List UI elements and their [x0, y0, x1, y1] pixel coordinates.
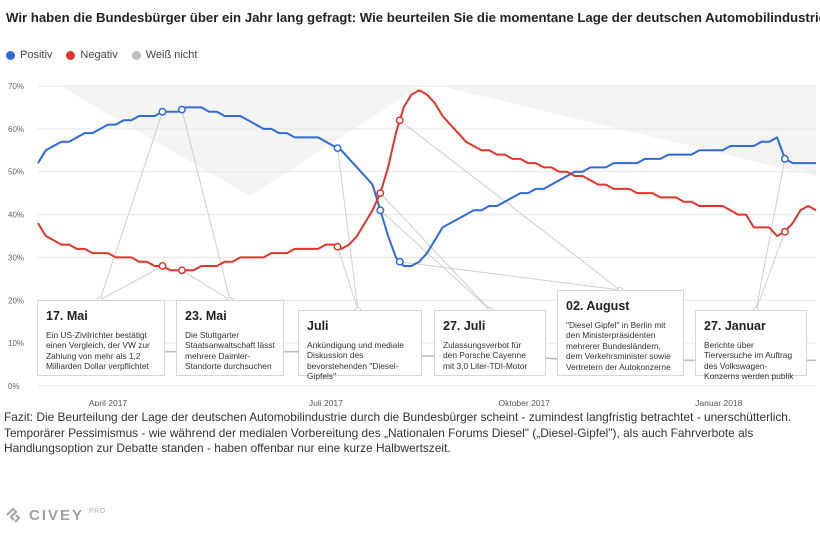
annotation-card-27-januar[interactable]: 27. Januar Berichte über Tierversuche im… — [695, 310, 807, 381]
civey-logo[interactable]: CIVEY PRO — [4, 506, 106, 524]
connector-line — [755, 231, 786, 311]
legend-label-positiv: Positiv — [20, 49, 53, 61]
series-line-weinicht — [38, 350, 816, 362]
axis-labels: 0% 10% 20% 30% 40% 50% 60% 70% April 2017 Juli 20… — [8, 82, 743, 406]
x-tick-label: April 2017 — [89, 398, 128, 406]
y-tick-label: 20% — [8, 296, 24, 305]
line-chart: 0% 10% 20% 30% 40% 50% 60% 70% April 2017 Juli 20… — [8, 82, 817, 406]
civey-logo-icon — [6, 507, 21, 523]
y-tick-label: 10% — [8, 339, 24, 348]
connector-line — [755, 158, 786, 311]
y-tick-label: 60% — [8, 125, 24, 134]
legend-item-positiv[interactable]: Positiv — [6, 49, 52, 61]
connector-line — [337, 148, 359, 311]
connector-line — [379, 192, 491, 311]
x-tick-label: Oktober 2017 — [498, 398, 550, 406]
annotation-connectors — [99, 109, 786, 311]
annotation-marker-negativ — [780, 227, 789, 236]
chart-title: Wir haben die Bundesbürger über ein Jahr… — [6, 10, 820, 25]
series-line-negativ — [37, 89, 817, 272]
annotation-date: Juli — [307, 319, 329, 333]
annotation-text: Die Stuttgarter Staatsanwaltschaft lässt… — [185, 330, 275, 372]
annotation-card-23-mai[interactable]: 23. Mai Die Stuttgarter Staatsanwaltscha… — [176, 300, 284, 376]
legend-item-negativ[interactable]: Negativ — [66, 49, 118, 61]
series-line-positiv — [37, 106, 816, 267]
annotation-text: Zulassungsverbot für den Porsche Cayenne… — [443, 340, 528, 371]
annotation-marker-positiv — [395, 257, 404, 266]
annotation-marker-negativ — [177, 266, 186, 275]
annotation-marker-negativ — [395, 116, 404, 125]
y-tick-label: 0% — [8, 382, 20, 391]
legend-dot-weiss-nicht — [131, 50, 141, 60]
connector-line — [181, 269, 231, 301]
annotation-text: Ankündigung und mediale Diskussion des b… — [307, 340, 404, 382]
background-wedge — [60, 86, 420, 196]
legend-item-weiss-nicht[interactable]: Weiß nicht — [131, 49, 198, 61]
annotation-date: 23. Mai — [185, 309, 227, 323]
y-tick-label: 70% — [8, 82, 24, 91]
conclusion-text: Fazit: Die Beurteilung der Lage der deut… — [4, 410, 792, 456]
connector-line — [399, 261, 621, 291]
annotation-date: 17. Mai — [46, 309, 88, 323]
x-tick-label: Januar 2018 — [695, 398, 743, 406]
x-tick-label: Juli 2017 — [309, 398, 343, 406]
connector-line — [181, 109, 231, 301]
annotation-text: Berichte über Tierversuche im Auftrag de… — [704, 340, 794, 382]
connector-line — [399, 119, 621, 291]
annotation-marker-positiv — [333, 144, 342, 153]
legend-label-negativ: Negativ — [80, 49, 118, 61]
annotation-text: Ein US-Zivilrichter bestätigt einen Verg… — [46, 330, 150, 372]
annotation-card-27-juli[interactable]: 27. Juli Zulassungsverbot für den Porsch… — [434, 310, 546, 376]
connector-line — [337, 246, 359, 311]
annotation-text: "Diesel Gipfel" in Berlin mit den Minist… — [566, 320, 671, 372]
legend-dot-positiv — [6, 50, 15, 60]
annotation-card-02-august[interactable]: 02. August "Diesel Gipfel" in Berlin mit… — [557, 290, 684, 376]
civey-logo-text: CIVEY — [29, 506, 85, 524]
y-tick-label: 50% — [8, 168, 24, 177]
connector-line — [99, 265, 163, 301]
annotation-card-juli[interactable]: Juli Ankündigung und mediale Diskussion … — [298, 310, 422, 381]
legend-dot-negativ — [66, 50, 76, 60]
background-wedge — [440, 86, 816, 176]
annotation-marker-positiv — [158, 107, 167, 116]
series-lines — [37, 89, 817, 362]
annotation-date: 27. Juli — [443, 319, 486, 333]
y-tick-label: 30% — [8, 253, 24, 262]
annotation-marker-negativ — [376, 189, 385, 198]
civey-logo-pro-badge: PRO — [89, 507, 106, 515]
annotation-marker-negativ — [333, 242, 342, 251]
gridlines — [38, 85, 816, 387]
annotation-date: 02. August — [566, 299, 630, 313]
annotation-marker-positiv — [376, 206, 385, 215]
connector-line — [379, 209, 491, 311]
y-tick-label: 40% — [8, 211, 24, 220]
annotation-marker-negativ — [158, 262, 167, 270]
annotation-card-17-mai[interactable]: 17. Mai Ein US-Zivilrichter bestätigt ei… — [37, 300, 165, 376]
chart-background — [60, 86, 816, 196]
legend-label-weiss-nicht: Weiß nicht — [145, 49, 198, 61]
connector-line — [99, 111, 163, 301]
annotation-markers — [96, 105, 789, 314]
annotation-marker-positiv — [177, 105, 186, 114]
legend: Positiv Negativ Weiß nicht — [6, 49, 197, 61]
annotation-marker-positiv — [780, 154, 789, 163]
annotation-date: 27. Januar — [704, 319, 766, 333]
